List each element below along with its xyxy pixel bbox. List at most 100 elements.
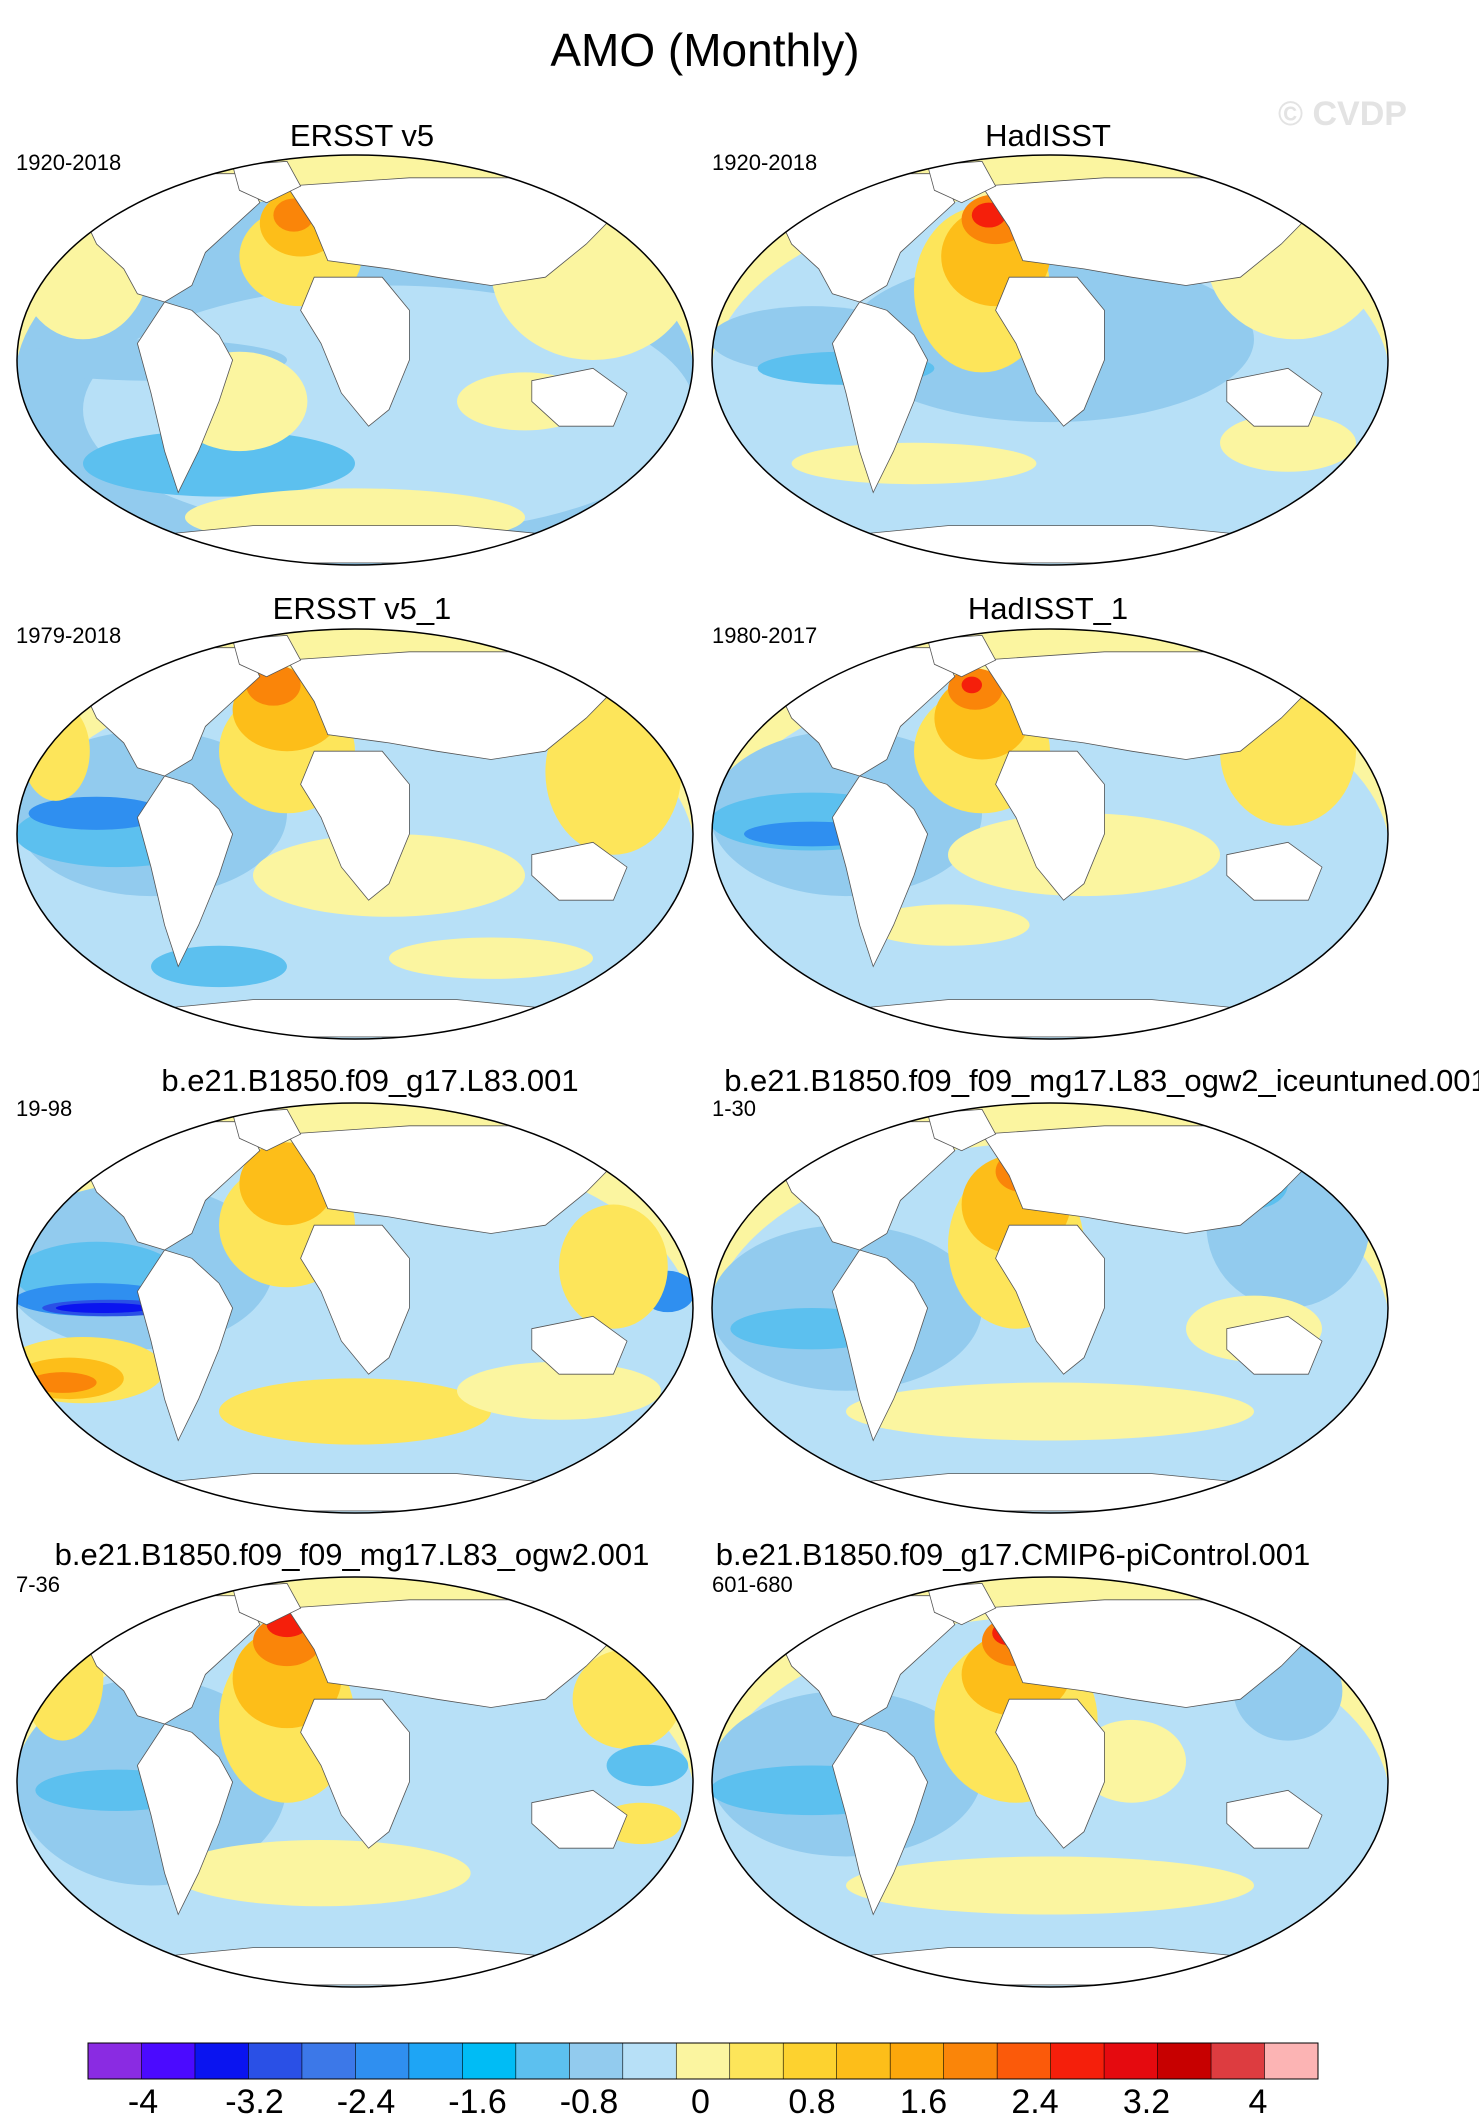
colorbar-swatch: [569, 2043, 624, 2079]
anomaly-region: [866, 904, 1030, 946]
panel-title: b.e21.B1850.f09_f09_mg17.L83_ogw2_iceunt…: [724, 1063, 1479, 1098]
landmass: [232, 1108, 302, 1152]
colorbar-swatch: [194, 2043, 249, 2079]
colorbar-swatch: [462, 2043, 517, 2079]
panel-period: 19-98: [16, 1096, 73, 1121]
anomaly-region: [219, 1378, 491, 1445]
landmass: [136, 1249, 234, 1442]
map-panel: [16, 1576, 694, 1988]
landmass: [300, 750, 410, 901]
landmass: [136, 775, 234, 968]
colorbar-tick-label: -3.2: [225, 2083, 284, 2121]
anomaly-region: [55, 1303, 151, 1313]
anomaly-region: [613, 1620, 668, 1654]
map-panel: [16, 1102, 694, 1514]
colorbar-frame: [87, 2042, 1319, 2080]
landmass: [995, 1224, 1105, 1375]
landmass: [232, 1582, 302, 1626]
colorbar-swatch: [1050, 2043, 1105, 2079]
anomaly-region: [559, 1204, 668, 1329]
colorbar-tick-label: 3.2: [1123, 2083, 1170, 2121]
landmass: [136, 301, 234, 494]
panel-title: b.e21.B1850.f09_f09_mg17.L83_ogw2.001: [54, 1537, 650, 1572]
colorbar-tick-label: -4: [128, 2083, 158, 2121]
panel-period: 1920-2018: [16, 150, 122, 175]
panel-period: 601-680: [712, 1572, 793, 1597]
colorbar-tick-label: 1.6: [900, 2083, 947, 2121]
colorbar-tick-label: 0: [691, 2083, 710, 2121]
anomaly-region: [28, 796, 165, 830]
landmass: [531, 841, 628, 901]
anomaly-region: [846, 1856, 1254, 1915]
landmass: [82, 999, 628, 1038]
anomaly-region: [389, 937, 593, 979]
map-panel: [711, 1102, 1389, 1514]
anomaly-region: [457, 1361, 661, 1420]
landmass: [300, 1224, 410, 1375]
landmass: [1226, 1315, 1323, 1375]
map-border: [16, 154, 694, 566]
colorbar-swatch: [515, 2043, 570, 2079]
landmass: [300, 1698, 410, 1849]
landmass: [531, 1315, 628, 1375]
landmass: [1226, 1789, 1323, 1849]
colorbar-swatch: [1104, 2043, 1159, 2079]
panel-period: 1979-2018: [16, 623, 122, 648]
map-border: [711, 1576, 1389, 1988]
map-panel: [16, 154, 694, 566]
map-panel: [711, 628, 1389, 1040]
map-border: [16, 1576, 694, 1988]
colorbar-swatch: [676, 2043, 731, 2079]
landmass: [1226, 367, 1323, 427]
anomaly-region: [606, 1744, 689, 1787]
watermark: © CVDP: [1278, 95, 1407, 133]
landmass: [831, 1723, 929, 1916]
landmass: [82, 1473, 628, 1512]
colorbar-tick-label: 0.8: [788, 2083, 835, 2121]
colorbar-swatch: [301, 2043, 356, 2079]
colorbar-swatch: [622, 2043, 677, 2079]
colorbar-tick-label: -1.6: [448, 2083, 507, 2121]
anomaly-region: [151, 945, 287, 988]
landmass: [995, 750, 1105, 901]
panel-title: ERSST v5: [289, 118, 435, 153]
landmass: [232, 160, 302, 204]
colorbar-swatch: [943, 2043, 998, 2079]
map-border: [711, 154, 1389, 566]
landmass: [831, 1249, 929, 1442]
colorbar-swatch: [141, 2043, 196, 2079]
colorbar-swatch: [1264, 2043, 1319, 2079]
landmass: [232, 634, 302, 678]
anomaly-region: [846, 1382, 1254, 1441]
landmass: [531, 1789, 628, 1849]
anomaly-region: [1220, 413, 1356, 472]
landmass: [927, 160, 997, 204]
anomaly-region: [171, 1839, 471, 1907]
landmass: [82, 1947, 628, 1986]
figure-title: AMO (Monthly): [550, 24, 860, 76]
landmass: [531, 367, 628, 427]
panel-period: 7-36: [16, 1572, 61, 1597]
map-border: [711, 628, 1389, 1040]
landmass: [831, 775, 929, 968]
colorbar-swatch: [890, 2043, 945, 2079]
colorbar-swatch: [1157, 2043, 1212, 2079]
panel-title: HadISST_1: [967, 591, 1129, 626]
map-border: [16, 628, 694, 1040]
colorbar-swatch: [997, 2043, 1052, 2079]
anomaly-region: [791, 442, 1037, 485]
map-panel: [16, 628, 694, 1040]
landmass: [1226, 841, 1323, 901]
colorbar-tick-label: -2.4: [337, 2083, 396, 2121]
colorbar-swatch: [1211, 2043, 1266, 2079]
map-panel: [711, 1576, 1389, 1988]
colorbar-swatch: [836, 2043, 891, 2079]
landmass: [831, 301, 929, 494]
anomaly-region: [961, 676, 982, 694]
landmass: [777, 1947, 1323, 1986]
anomaly-region: [246, 664, 301, 706]
landmass: [82, 525, 628, 564]
landmass: [777, 1473, 1323, 1512]
colorbar-swatch: [408, 2043, 463, 2079]
anomaly-region: [28, 1372, 97, 1393]
